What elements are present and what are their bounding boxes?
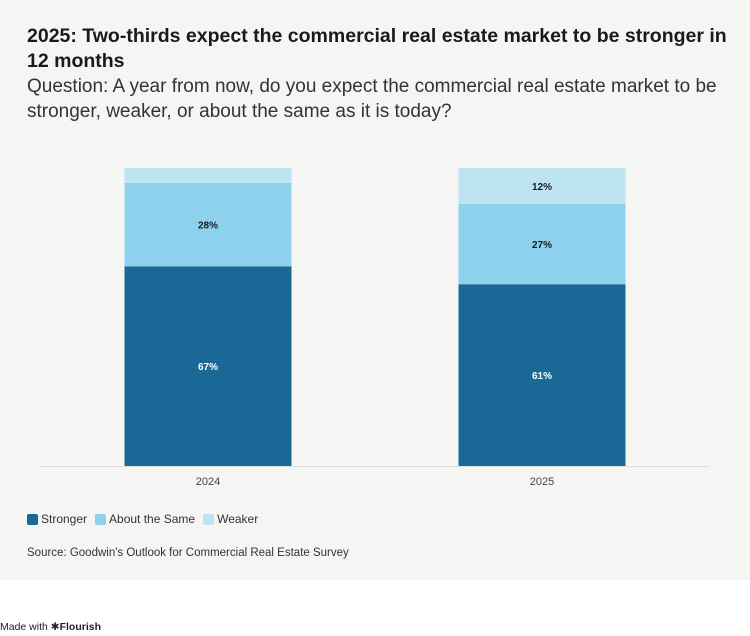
flourish-credit[interactable]: Made with ✱Flourish — [0, 621, 101, 633]
bar-2024-about-the-same[interactable] — [124, 182, 292, 267]
bar-2024-weaker[interactable] — [124, 168, 292, 183]
legend: Stronger About the Same Weaker — [27, 512, 266, 526]
credit-brand: Flourish — [59, 621, 102, 633]
legend-swatch-weaker — [203, 513, 215, 525]
bar-2025-stronger[interactable] — [458, 284, 626, 466]
data-label-2025-about-the-same: 27% — [532, 240, 552, 251]
data-label-2025-weaker: 12% — [532, 182, 552, 193]
x-tick-label-2025: 2025 — [530, 476, 554, 488]
data-label-2025-stronger: 61% — [532, 371, 552, 382]
legend-label-weaker: Weaker — [217, 512, 259, 526]
chart-panel: 2025: Two-thirds expect the commercial r… — [0, 0, 750, 580]
legend-swatch-about-the-same — [95, 513, 107, 525]
legend-swatch-stronger — [27, 513, 38, 525]
bar-2024-stronger[interactable] — [124, 266, 292, 466]
legend-item-about-the-same[interactable]: About the Same — [95, 512, 195, 526]
credit-prefix: Made with — [0, 621, 48, 633]
data-label-2024-stronger: 67% — [198, 362, 218, 373]
bar-2025-weaker[interactable] — [458, 168, 626, 204]
bar-2025-about-the-same[interactable] — [458, 203, 626, 285]
asterisk-icon: ✱ — [50, 621, 60, 633]
legend-label-about-the-same: About the Same — [109, 512, 196, 526]
legend-label-stronger: Stronger — [41, 512, 88, 526]
legend-item-stronger[interactable]: Stronger — [27, 512, 87, 526]
stacked-bar-chart: 67% 28% 2024 61% 27% 12% 2025 — [40, 168, 710, 488]
legend-item-weaker[interactable]: Weaker — [203, 512, 258, 526]
source-note: Source: Goodwin's Outlook for Commercial… — [27, 547, 349, 559]
data-label-2024-about-the-same: 28% — [198, 221, 218, 232]
chart-title: 2025: Two-thirds expect the commercial r… — [27, 25, 727, 72]
chart-subtitle: Question: A year from now, do you expect… — [27, 76, 717, 122]
x-tick-label-2024: 2024 — [196, 476, 220, 488]
